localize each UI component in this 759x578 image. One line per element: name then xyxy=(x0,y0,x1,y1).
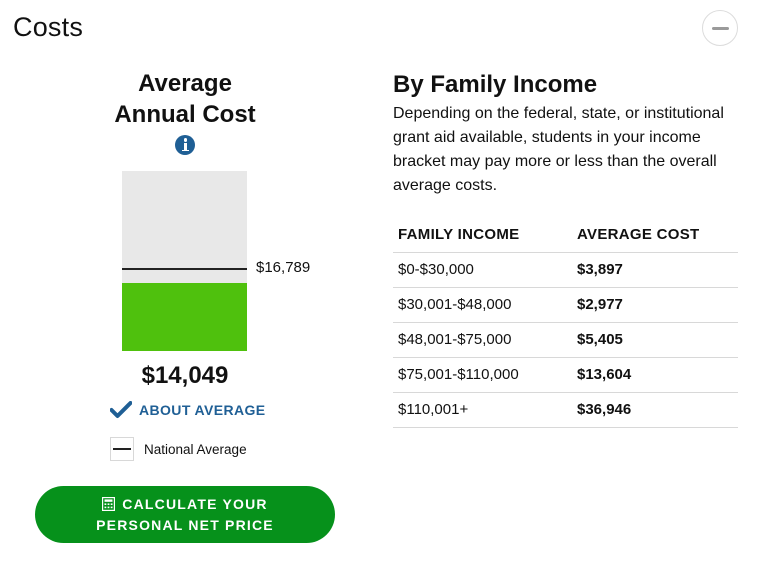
national-average-value: $16,789 xyxy=(256,259,311,276)
table-row: $0-$30,000 $3,897 xyxy=(393,252,738,288)
table-row: $30,001-$48,000 $2,977 xyxy=(393,287,738,323)
average-cost-bar xyxy=(122,283,247,351)
column-header-family-income: FAMILY INCOME xyxy=(393,218,572,253)
checkmark-icon xyxy=(110,401,132,418)
family-income-cell: $75,001-$110,000 xyxy=(393,357,572,393)
average-cost-cell: $2,977 xyxy=(572,287,738,323)
info-icon[interactable] xyxy=(175,135,195,155)
calculate-net-price-button[interactable]: CALCULATE YOUR PERSONAL NET PRICE xyxy=(35,486,335,543)
cost-status-label: ABOUT AVERAGE xyxy=(139,402,266,418)
average-cost-title: Average Annual Cost xyxy=(80,68,290,130)
average-cost-cell: $5,405 xyxy=(572,322,738,358)
minus-circle-icon xyxy=(712,27,729,30)
calculate-net-price-label-line2: PERSONAL NET PRICE xyxy=(96,516,274,533)
table-row: $48,001-$75,000 $5,405 xyxy=(393,322,738,358)
family-income-description: Depending on the federal, state, or inst… xyxy=(393,105,724,194)
family-income-title: By Family Income xyxy=(393,71,598,98)
collapse-button[interactable] xyxy=(702,10,738,46)
table-header-row: FAMILY INCOME AVERAGE COST xyxy=(393,218,738,253)
chart-legend: National Average xyxy=(110,437,247,461)
table-row: $110,001+ $36,946 xyxy=(393,392,738,428)
national-average-marker xyxy=(122,268,247,270)
average-cost-title-line1: Average xyxy=(138,70,232,97)
table-row: $75,001-$110,000 $13,604 xyxy=(393,357,738,393)
average-cost-value: $14,049 xyxy=(141,362,229,389)
family-income-cell: $110,001+ xyxy=(393,392,572,428)
family-income-cell: $48,001-$75,000 xyxy=(393,322,572,358)
average-cost-cell: $3,897 xyxy=(572,252,738,288)
average-cost-cell: $13,604 xyxy=(572,357,738,393)
calculate-net-price-button-line1: CALCULATE YOUR xyxy=(102,494,267,515)
calculate-net-price-label-line1: CALCULATE YOUR xyxy=(122,495,268,512)
legend-label: National Average xyxy=(144,441,247,457)
section-title: Costs xyxy=(13,12,84,42)
average-cost-bar-chart xyxy=(122,171,247,351)
average-cost-cell: $36,946 xyxy=(572,392,738,428)
family-income-cell: $0-$30,000 xyxy=(393,252,572,288)
family-income-cell: $30,001-$48,000 xyxy=(393,287,572,323)
average-cost-title-line2: Annual Cost xyxy=(114,101,256,128)
calculator-icon xyxy=(102,497,116,511)
national-average-legend-swatch xyxy=(110,437,134,461)
column-header-average-cost: AVERAGE COST xyxy=(572,218,738,253)
family-income-table: FAMILY INCOME AVERAGE COST $0-$30,000 $3… xyxy=(393,218,738,428)
cost-status: ABOUT AVERAGE xyxy=(110,399,266,421)
